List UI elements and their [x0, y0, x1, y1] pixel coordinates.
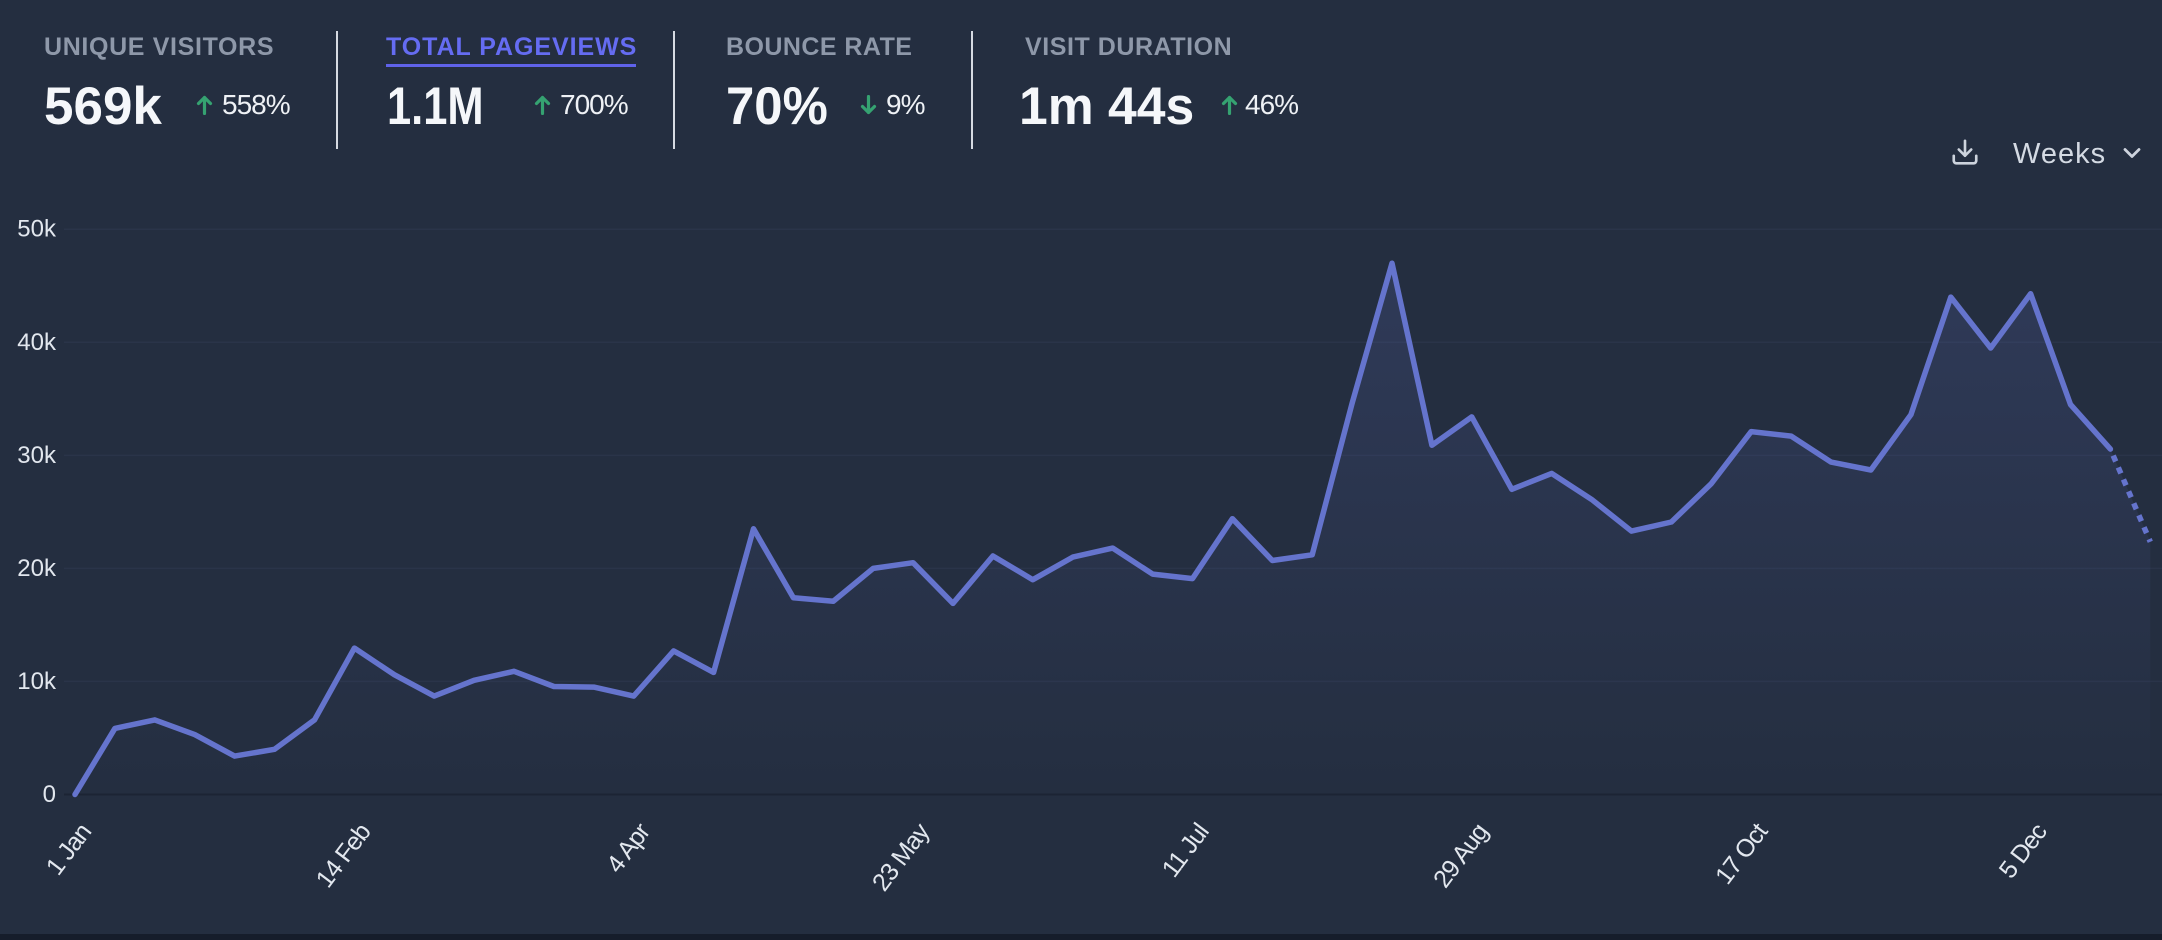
svg-text:5 Dec: 5 Dec [1994, 818, 2053, 883]
svg-text:20k: 20k [17, 555, 57, 582]
svg-text:10k: 10k [17, 668, 57, 695]
svg-text:14 Feb: 14 Feb [311, 819, 377, 893]
svg-text:0: 0 [43, 781, 56, 808]
svg-text:4 Apr: 4 Apr [601, 818, 656, 878]
svg-text:17 Oct: 17 Oct [1710, 818, 1774, 890]
svg-text:23 May: 23 May [867, 818, 936, 897]
svg-text:11 Jul: 11 Jul [1157, 819, 1215, 883]
svg-text:1 Jan: 1 Jan [41, 819, 97, 881]
svg-text:40k: 40k [17, 329, 57, 356]
svg-text:50k: 50k [17, 216, 57, 243]
svg-text:30k: 30k [17, 442, 57, 469]
svg-text:29 Aug: 29 Aug [1428, 819, 1494, 893]
